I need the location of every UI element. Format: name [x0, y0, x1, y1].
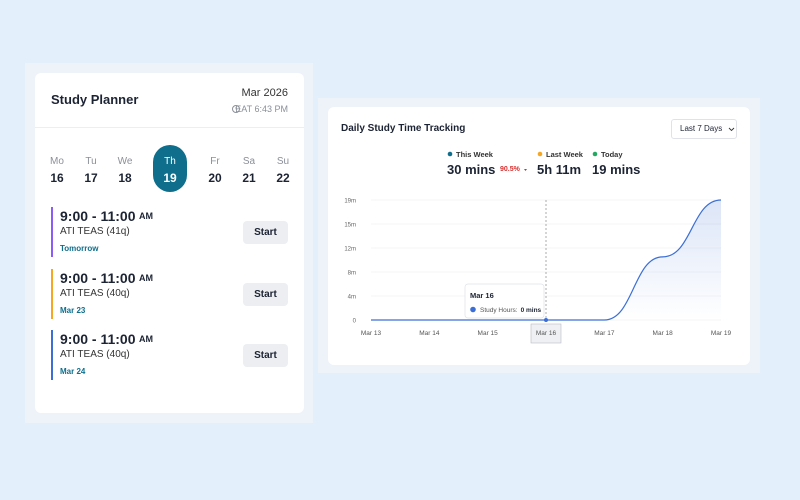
start-button[interactable]: Start: [243, 221, 288, 244]
x-tick-label: Mar 14: [419, 330, 440, 337]
stat-name: This Week: [456, 150, 493, 159]
session-period: AM: [139, 211, 153, 221]
stat-change: 90.5%: [500, 166, 520, 173]
start-button[interactable]: Start: [243, 282, 288, 306]
stat-value: 30 mins: [447, 162, 496, 177]
legend-dot: [537, 151, 543, 157]
y-tick-label: 0: [353, 319, 357, 325]
tooltip-value: 0 mins: [521, 307, 542, 314]
selected-day[interactable]: [153, 145, 187, 192]
day-name: We: [117, 156, 133, 167]
session-period: AM: [139, 334, 153, 344]
start-button[interactable]: Start: [243, 344, 288, 367]
tracking-title: Daily Study Time Tracking: [341, 123, 466, 134]
session-time: 9:00 - 11:00: [60, 208, 136, 224]
dropdown-arrow: [728, 127, 735, 132]
y-tick-label: 12m: [344, 247, 356, 253]
session-bar: [51, 330, 53, 380]
day-date: 22: [276, 171, 290, 185]
day-date: 19: [163, 171, 177, 185]
session-when: Mar 23: [60, 305, 86, 315]
day-name: Sa: [242, 156, 256, 167]
day-date: 20: [208, 171, 222, 185]
day-name: Tu: [85, 156, 97, 167]
x-tick-label: Mar 13: [361, 330, 382, 337]
tooltip-title: Mar 16: [470, 291, 494, 300]
day-name: Fr: [210, 156, 220, 167]
y-tick-label: 8m: [348, 271, 356, 277]
session-time: 9:00 - 11:00: [60, 269, 136, 286]
session-when: Mar 24: [60, 367, 86, 376]
day-date: 18: [118, 171, 132, 185]
x-tick-label: Mar 16: [536, 330, 557, 337]
day-date: 17: [84, 171, 98, 185]
x-label-highlight: [530, 323, 562, 344]
tooltip-dot: [470, 306, 476, 313]
time: EAT 6:43 PM: [235, 104, 288, 114]
day-date: 16: [50, 171, 64, 185]
x-tick-label: Mar 15: [478, 330, 499, 337]
session-bar: [51, 268, 53, 319]
hover-point: [544, 318, 548, 322]
stat-value: 5h 11m: [537, 162, 582, 177]
legend-dot: [447, 151, 453, 157]
x-tick-label: Mar 19: [711, 330, 732, 337]
y-tick-label: 4m: [348, 295, 356, 301]
session-course: ATI TEAS (40q): [60, 287, 130, 299]
range-dropdown[interactable]: Last 7 Days: [671, 119, 737, 139]
tracking-card: [328, 107, 750, 365]
day-name: Mo: [50, 156, 64, 167]
session-period: AM: [139, 272, 153, 283]
x-tick-label: Mar 17: [594, 330, 615, 337]
day-name: Su: [276, 156, 290, 167]
session-time: 9:00 - 11:00: [60, 331, 136, 347]
day-name: Th: [164, 156, 176, 167]
session-when: Tomorrow: [60, 244, 99, 253]
clock-icon: [235, 107, 238, 110]
tooltip: [464, 283, 545, 319]
stat-name: Last Week: [546, 150, 583, 159]
legend-dot: [592, 151, 598, 157]
month: Mar 2026: [241, 87, 288, 99]
tooltip-label: Study Hours:: [480, 307, 518, 314]
y-tick-label: 19m: [344, 199, 356, 205]
area: [371, 200, 721, 320]
divider: [35, 127, 304, 128]
x-tick-label: Mar 18: [653, 330, 674, 337]
session-course: ATI TEAS (41q): [60, 226, 130, 237]
stat-name: Today: [601, 150, 623, 159]
session-course: ATI TEAS (40q): [60, 349, 130, 360]
day-date: 21: [242, 171, 256, 185]
y-tick-label: 15m: [344, 223, 356, 229]
stat-value: 19 mins: [592, 162, 641, 177]
line: [370, 199, 722, 321]
clock-icon: [232, 105, 240, 113]
change-arrow: [524, 169, 527, 171]
session-bar: [51, 207, 53, 257]
planner-title: Study Planner: [51, 92, 139, 107]
